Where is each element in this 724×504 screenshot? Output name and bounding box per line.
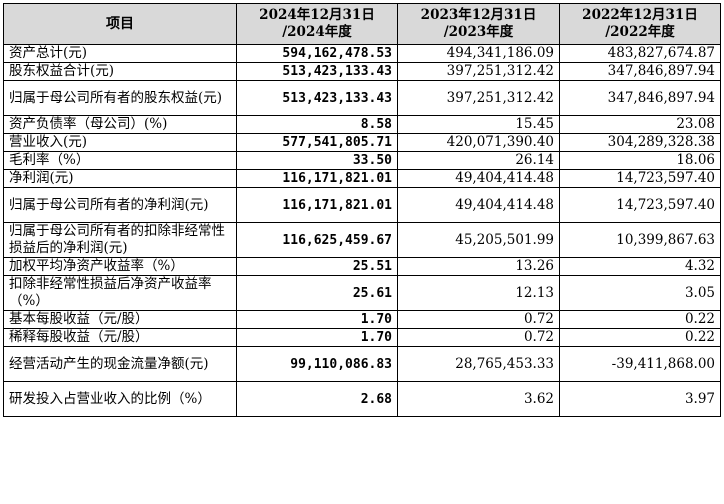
row-label: 股东权益合计(元) xyxy=(3,62,237,81)
row-label: 归属于母公司所有者的股东权益(元) xyxy=(3,80,237,116)
value-2024: 99,110,086.83 xyxy=(236,346,398,382)
value-2022: 3.97 xyxy=(559,381,721,417)
header-2022: 2022年12月31日 /2022年度 xyxy=(559,3,721,45)
value-2024: 116,625,459.67 xyxy=(236,222,398,258)
table-header-row: 项目 2024年12月31日 /2024年度 2023年12月31日 /2023… xyxy=(3,3,721,45)
value-2024: 1.70 xyxy=(236,328,398,347)
value-2023: 0.72 xyxy=(397,328,560,347)
table-row: 营业收入(元) 577,541,805.71 420,071,390.40 30… xyxy=(3,133,721,152)
table-row: 扣除非经常性损益后净资产收益率（%） 25.61 12.13 3.05 xyxy=(3,275,721,311)
table-row: 归属于母公司所有者的股东权益(元) 513,423,133.43 397,251… xyxy=(3,80,721,116)
table-row: 归属于母公司所有者的净利润(元) 116,171,821.01 49,404,4… xyxy=(3,187,721,223)
header-2024-line2: /2024年度 xyxy=(282,24,352,40)
table-row: 资产总计(元) 594,162,478.53 494,341,186.09 48… xyxy=(3,44,721,63)
header-2023-line1: 2023年12月31日 xyxy=(420,7,537,23)
value-2022: -39,411,868.00 xyxy=(559,346,721,382)
value-2023: 26.14 xyxy=(397,151,560,170)
table-row: 研发投入占营业收入的比例（%） 2.68 3.62 3.97 xyxy=(3,381,721,417)
row-label: 归属于母公司所有者的净利润(元) xyxy=(3,187,237,223)
table-row: 经营活动产生的现金流量净额(元) 99,110,086.83 28,765,45… xyxy=(3,346,721,382)
row-label: 基本每股收益（元/股） xyxy=(3,310,237,329)
value-2023: 45,205,501.99 xyxy=(397,222,560,258)
value-2024: 116,171,821.01 xyxy=(236,187,398,223)
value-2024: 25.51 xyxy=(236,257,398,276)
value-2022: 483,827,674.87 xyxy=(559,44,721,63)
row-label: 归属于母公司所有者的扣除非经常性损益后的净利润(元) xyxy=(3,222,237,258)
value-2023: 420,071,390.40 xyxy=(397,133,560,152)
value-2024: 8.58 xyxy=(236,115,398,134)
table-row: 净利润(元) 116,171,821.01 49,404,414.48 14,7… xyxy=(3,169,721,188)
value-2023: 49,404,414.48 xyxy=(397,187,560,223)
table-row: 股东权益合计(元) 513,423,133.43 397,251,312.42 … xyxy=(3,62,721,81)
table-row: 毛利率（%） 33.50 26.14 18.06 xyxy=(3,151,721,170)
row-label: 经营活动产生的现金流量净额(元) xyxy=(3,346,237,382)
value-2024: 116,171,821.01 xyxy=(236,169,398,188)
header-2022-line1: 2022年12月31日 xyxy=(582,7,698,23)
row-label: 资产负债率（母公司）(%) xyxy=(3,115,237,134)
value-2024: 513,423,133.43 xyxy=(236,62,398,81)
value-2023: 12.13 xyxy=(397,275,560,311)
value-2022: 0.22 xyxy=(559,328,721,347)
value-2022: 347,846,897.94 xyxy=(559,80,721,116)
table-row: 稀释每股收益（元/股） 1.70 0.72 0.22 xyxy=(3,328,721,347)
value-2023: 397,251,312.42 xyxy=(397,80,560,116)
value-2023: 15.45 xyxy=(397,115,560,134)
value-2024: 594,162,478.53 xyxy=(236,44,398,63)
value-2022: 0.22 xyxy=(559,310,721,329)
value-2022: 18.06 xyxy=(559,151,721,170)
value-2023: 397,251,312.42 xyxy=(397,62,560,81)
value-2024: 2.68 xyxy=(236,381,398,417)
value-2024: 1.70 xyxy=(236,310,398,329)
financial-data-table: 项目 2024年12月31日 /2024年度 2023年12月31日 /2023… xyxy=(3,3,721,417)
header-2023: 2023年12月31日 /2023年度 xyxy=(397,3,560,45)
table-row: 资产负债率（母公司）(%) 8.58 15.45 23.08 xyxy=(3,115,721,134)
value-2023: 13.26 xyxy=(397,257,560,276)
row-label: 营业收入(元) xyxy=(3,133,237,152)
header-2023-line2: /2023年度 xyxy=(443,24,514,40)
value-2022: 14,723,597.40 xyxy=(559,169,721,188)
value-2024: 513,423,133.43 xyxy=(236,80,398,116)
value-2022: 347,846,897.94 xyxy=(559,62,721,81)
value-2024: 25.61 xyxy=(236,275,398,311)
value-2022: 4.32 xyxy=(559,257,721,276)
value-2023: 28,765,453.33 xyxy=(397,346,560,382)
table-row: 归属于母公司所有者的扣除非经常性损益后的净利润(元) 116,625,459.6… xyxy=(3,222,721,258)
table-row: 加权平均净资产收益率（%） 25.51 13.26 4.32 xyxy=(3,257,721,276)
value-2022: 10,399,867.63 xyxy=(559,222,721,258)
row-label: 资产总计(元) xyxy=(3,44,237,63)
value-2022: 14,723,597.40 xyxy=(559,187,721,223)
value-2024: 577,541,805.71 xyxy=(236,133,398,152)
value-2023: 494,341,186.09 xyxy=(397,44,560,63)
value-2022: 304,289,328.38 xyxy=(559,133,721,152)
row-label: 研发投入占营业收入的比例（%） xyxy=(3,381,237,417)
value-2024: 33.50 xyxy=(236,151,398,170)
row-label: 扣除非经常性损益后净资产收益率（%） xyxy=(3,275,237,311)
value-2023: 0.72 xyxy=(397,310,560,329)
row-label: 净利润(元) xyxy=(3,169,237,188)
header-item: 项目 xyxy=(3,3,237,45)
value-2022: 23.08 xyxy=(559,115,721,134)
row-label: 毛利率（%） xyxy=(3,151,237,170)
value-2023: 49,404,414.48 xyxy=(397,169,560,188)
header-2024-line1: 2024年12月31日 xyxy=(259,7,375,23)
row-label: 加权平均净资产收益率（%） xyxy=(3,257,237,276)
value-2023: 3.62 xyxy=(397,381,560,417)
header-2024: 2024年12月31日 /2024年度 xyxy=(236,3,398,45)
row-label: 稀释每股收益（元/股） xyxy=(3,328,237,347)
header-2022-line2: /2022年度 xyxy=(605,24,675,40)
table-row: 基本每股收益（元/股） 1.70 0.72 0.22 xyxy=(3,310,721,329)
value-2022: 3.05 xyxy=(559,275,721,311)
